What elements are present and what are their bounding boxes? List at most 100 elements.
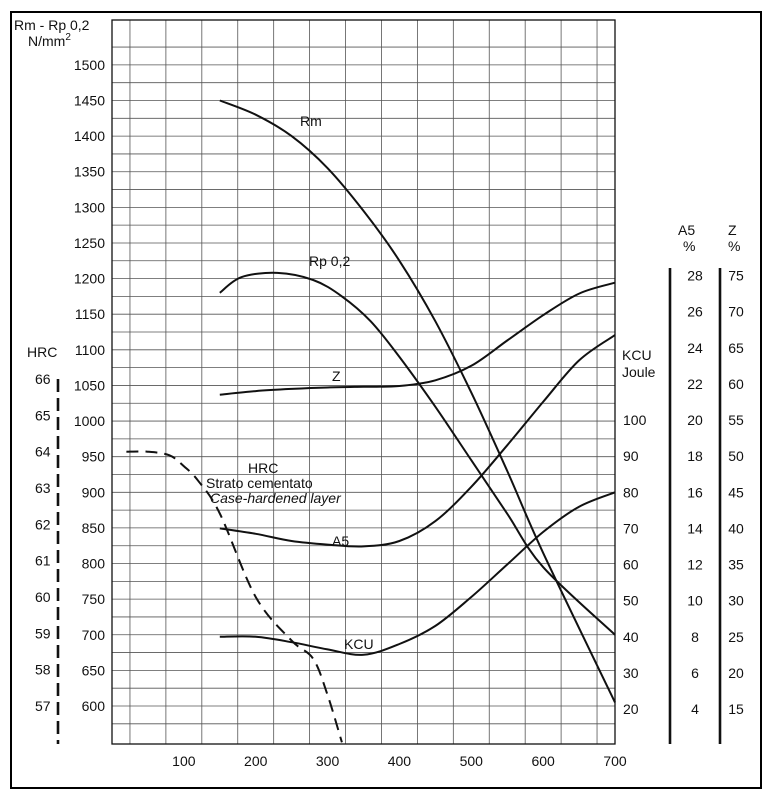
frame <box>10 11 762 789</box>
annotation-hrc-line1: HRC <box>248 460 278 476</box>
left-axis-tick-label: 850 <box>82 520 106 536</box>
series-layer <box>126 99 616 743</box>
z-axis-tick-label: 70 <box>728 304 744 320</box>
kcu-axis: KCU Joule 20 30 40 50 60 70 80 90 100 <box>622 347 656 717</box>
left-axis-tick-label: 1200 <box>74 271 105 287</box>
x-axis: 100 200 300 400 500 600 700 <box>172 753 627 769</box>
hrc-axis-tick-label: 63 <box>35 480 51 496</box>
grid <box>112 20 615 744</box>
series-line-a5 <box>219 334 616 548</box>
left-axis-tick-label: 1400 <box>74 128 105 144</box>
z-axis-tick-label: 20 <box>728 665 744 681</box>
annotation-z: Z <box>332 368 341 384</box>
x-axis-tick-label: 300 <box>316 753 340 769</box>
a5-axis-tick-label: 4 <box>691 701 699 717</box>
left-axis-tick-label: 1300 <box>74 199 105 215</box>
left-axis-tick-label: 950 <box>82 449 106 465</box>
hrc-axis-tick-label: 64 <box>35 444 51 460</box>
left-axis-tick-label: 650 <box>82 662 106 678</box>
hrc-axis-tick-label: 65 <box>35 407 51 423</box>
kcu-axis-tick-label: 80 <box>623 484 639 500</box>
annotation-hrc-line2: Strato cementato <box>206 475 313 491</box>
hrc-axis-tick-label: 66 <box>35 371 51 387</box>
a5-axis: A5 % 4 6 8 10 12 14 16 18 20 22 24 26 28 <box>668 222 703 744</box>
x-axis-tick-label: 400 <box>388 753 412 769</box>
plot-border <box>111 19 616 745</box>
z-axis-title-line1: Z <box>728 222 737 238</box>
left-axis-title-sup: 2 <box>65 32 71 43</box>
left-axis-tick-label: 1350 <box>74 164 105 180</box>
kcu-axis-tick-label: 60 <box>623 557 639 573</box>
x-axis-tick-label: 200 <box>244 753 268 769</box>
series-line-kcu <box>219 491 616 656</box>
z-axis-tick-label: 55 <box>728 412 744 428</box>
a5-axis-tick-label: 22 <box>687 376 703 392</box>
a5-axis-tick-label: 8 <box>691 629 699 645</box>
a5-axis-tick-label: 18 <box>687 448 703 464</box>
a5-axis-tick-label: 20 <box>687 412 703 428</box>
kcu-axis-title-line1: KCU <box>622 347 652 363</box>
annotation-rp: Rp 0,2 <box>309 253 350 269</box>
left-axis-tick-label: 900 <box>82 484 106 500</box>
z-axis-tick-label: 75 <box>728 268 744 284</box>
z-axis-tick-label: 50 <box>728 448 744 464</box>
hrc-axis: HRC 57 58 59 60 61 62 63 64 65 66 <box>27 344 60 744</box>
hrc-axis-tick-label: 62 <box>35 516 51 532</box>
a5-axis-tick-label: 16 <box>687 484 703 500</box>
left-axis-tick-label: 1050 <box>74 377 105 393</box>
annotations: Rm Rp 0,2 Z A5 KCU HRC Strato cementato … <box>206 113 374 652</box>
z-axis-tick-label: 35 <box>728 557 744 573</box>
kcu-axis-tick-label: 30 <box>623 665 639 681</box>
x-axis-tick-label: 100 <box>172 753 196 769</box>
z-axis-tick-label: 45 <box>728 484 744 500</box>
left-axis-tick-label: 1100 <box>75 342 105 358</box>
x-axis-tick-label: 500 <box>460 753 484 769</box>
a5-axis-tick-label: 26 <box>687 304 703 320</box>
z-axis-tick-label: 30 <box>728 593 744 609</box>
kcu-axis-tick-label: 20 <box>623 701 639 717</box>
left-axis-title-unit: N/mm <box>28 33 65 49</box>
a5-axis-tick-label: 14 <box>687 520 703 536</box>
annotation-a5: A5 <box>332 533 349 549</box>
z-axis-tick-label: 15 <box>728 701 744 717</box>
hrc-axis-tick-label: 60 <box>35 589 51 605</box>
left-axis-tick-label: 1000 <box>74 413 105 429</box>
series-line-hrc-strato-cementato <box>126 450 343 743</box>
hrc-axis-tick-label: 61 <box>35 553 51 569</box>
left-axis-tick-label: 1500 <box>74 57 105 73</box>
left-axis-tick-label: 1250 <box>74 235 105 251</box>
a5-axis-tick-label: 10 <box>687 593 703 609</box>
x-axis-tick-label: 700 <box>603 753 627 769</box>
a5-axis-tick-label: 12 <box>687 557 703 573</box>
kcu-axis-tick-label: 90 <box>623 448 639 464</box>
left-axis-title-line2: N/mm2 <box>28 32 71 49</box>
series-line-z <box>219 281 616 396</box>
hrc-axis-tick-label: 59 <box>35 625 51 641</box>
z-axis: Z % 15 20 25 30 35 40 45 50 55 60 65 70 75 <box>718 222 744 744</box>
kcu-axis-title-line2: Joule <box>622 364 656 380</box>
left-axis-tick-label: 800 <box>82 556 106 572</box>
a5-axis-tick-label: 6 <box>691 665 699 681</box>
annotation-kcu: KCU <box>344 636 374 652</box>
kcu-axis-tick-label: 40 <box>623 629 639 645</box>
z-axis-tick-label: 25 <box>728 629 744 645</box>
z-axis-tick-label: 65 <box>728 340 744 356</box>
series-line-rp-0-2 <box>219 271 616 636</box>
left-axis-tick-label: 1450 <box>74 93 105 109</box>
series-line-rm <box>219 99 616 703</box>
left-axis-tick-label: 700 <box>82 627 106 643</box>
left-axis-tick-label: 1150 <box>75 306 105 322</box>
a5-axis-title-line2: % <box>683 238 695 254</box>
z-axis-tick-label: 60 <box>728 376 744 392</box>
left-axis-title-line1: Rm - Rp 0,2 <box>14 17 90 33</box>
left-axis-tick-label: 750 <box>82 591 106 607</box>
plot-area-border <box>111 19 616 745</box>
hrc-axis-tick-label: 57 <box>35 698 51 714</box>
a5-axis-title-line1: A5 <box>678 222 695 238</box>
x-axis-tick-label: 600 <box>531 753 555 769</box>
kcu-axis-tick-label: 100 <box>623 412 647 428</box>
hrc-axis-title: HRC <box>27 344 57 360</box>
z-axis-title-line2: % <box>728 238 740 254</box>
a5-axis-tick-label: 24 <box>687 340 703 356</box>
